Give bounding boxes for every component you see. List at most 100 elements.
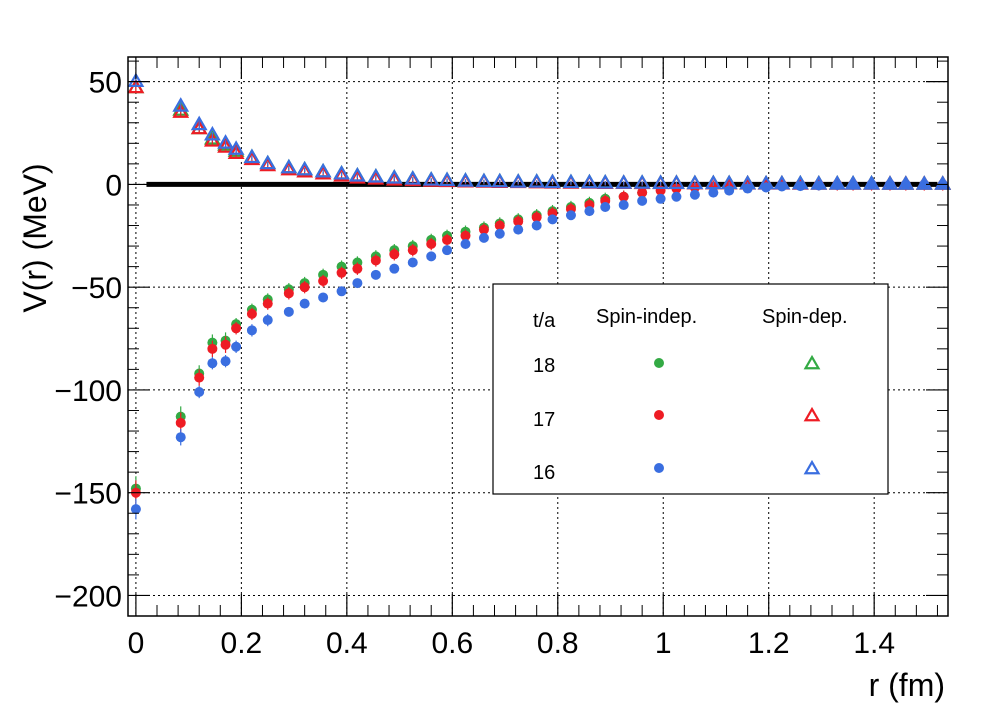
legend-row-label-17: 17 xyxy=(533,409,555,431)
series-16 xyxy=(127,72,952,520)
plot-border xyxy=(127,56,949,617)
spin-indep-point xyxy=(637,187,648,198)
spin-indep-point xyxy=(494,228,505,239)
spin-indep-point xyxy=(442,245,453,256)
spin-indep-point xyxy=(262,298,273,309)
spin-dep-point xyxy=(881,175,899,190)
spin-indep-point xyxy=(220,339,231,350)
spin-indep-point xyxy=(231,341,242,352)
spin-dep-point xyxy=(528,173,546,188)
x-tick-label: 1.4 xyxy=(853,627,895,660)
spin-indep-point xyxy=(352,278,363,289)
spin-dep-point xyxy=(217,134,234,149)
spin-indep-point xyxy=(671,191,682,202)
y-tick-label: −150 xyxy=(54,478,122,511)
spin-indep-point xyxy=(389,263,400,274)
spin-dep-point xyxy=(172,97,190,112)
spin-indep-point xyxy=(531,212,542,223)
y-tick-label: −50 xyxy=(71,272,122,305)
legend-header-ta: t/a xyxy=(533,310,556,332)
x-tick-label: 0.2 xyxy=(221,627,263,660)
spin-dep-point xyxy=(739,174,757,190)
spin-indep-point xyxy=(207,358,218,369)
spin-indep-point xyxy=(600,202,611,213)
spin-indep-point xyxy=(547,214,558,225)
spin-indep-point xyxy=(175,417,186,428)
spin-dep-point xyxy=(422,171,440,186)
spin-indep-point xyxy=(246,325,257,336)
spin-dep-point xyxy=(475,172,493,188)
spin-dep-point xyxy=(720,174,738,190)
plot-frame xyxy=(127,56,949,617)
spin-indep-point xyxy=(478,232,489,243)
legend-header-spin-indep: Spin-indep. xyxy=(596,306,697,328)
legend-markers xyxy=(654,354,821,475)
spin-dep-point xyxy=(404,170,422,185)
legend: t/a Spin-indep. Spin-dep. 18 17 16 xyxy=(492,283,889,495)
legend-row-label-18: 18 xyxy=(533,355,555,377)
spin-indep-point xyxy=(231,323,242,334)
spin-dep-point xyxy=(457,172,474,187)
x-tick-label: 0 xyxy=(128,627,145,660)
spin-indep-point xyxy=(637,195,648,206)
spin-dep-point xyxy=(348,167,366,182)
x-tick-label: 0.6 xyxy=(431,627,473,660)
spin-dep-point xyxy=(333,164,350,180)
spin-dep-point xyxy=(227,144,245,159)
spin-dep-point xyxy=(633,174,651,189)
spin-indep-point xyxy=(299,298,310,309)
legend-marker-spin-indep-16 xyxy=(654,463,664,473)
spin-dep-point xyxy=(385,169,403,184)
spin-indep-point xyxy=(194,372,205,383)
spin-dep-point xyxy=(217,138,234,153)
y-axis-title: V(r) (MeV) xyxy=(17,163,53,312)
spin-indep-point xyxy=(655,193,666,204)
spin-indep-point xyxy=(618,191,629,202)
spin-indep-point xyxy=(283,288,294,299)
spin-dep-point xyxy=(773,174,791,190)
spin-indep-point xyxy=(336,286,347,297)
spin-dep-point xyxy=(509,173,527,188)
spin-dep-point xyxy=(615,174,633,189)
spin-dep-point xyxy=(367,168,385,183)
spin-dep-point xyxy=(652,174,670,189)
spin-dep-point xyxy=(280,158,298,174)
spin-dep-point xyxy=(190,119,208,135)
legend-marker-spin-indep-17 xyxy=(654,410,664,420)
spin-dep-point xyxy=(227,140,245,155)
spin-dep-point xyxy=(897,175,915,190)
legend-marker-spin-dep-17 xyxy=(803,406,821,422)
spin-dep-point xyxy=(934,175,952,190)
spin-indep-point xyxy=(370,255,381,266)
legend-marker-spin-indep-18 xyxy=(654,358,664,368)
spin-indep-point xyxy=(283,306,294,317)
spin-dep-point xyxy=(844,175,862,190)
spin-dep-point xyxy=(296,160,314,176)
spin-indep-point xyxy=(426,239,437,250)
spin-indep-point xyxy=(175,432,186,443)
legend-marker-spin-dep-16 xyxy=(803,459,821,475)
spin-indep-point xyxy=(318,276,329,287)
spin-dep-point xyxy=(127,72,145,88)
spin-indep-point xyxy=(565,210,576,221)
spin-indep-point xyxy=(513,216,524,227)
spin-indep-point xyxy=(618,199,629,210)
spin-indep-point xyxy=(442,234,453,245)
spin-dep-point xyxy=(438,171,456,187)
spin-indep-point xyxy=(318,292,329,303)
legend-header-spin-dep: Spin-dep. xyxy=(762,306,848,328)
spin-indep-point xyxy=(708,187,719,198)
spin-indep-point xyxy=(207,343,218,354)
spin-dep-point xyxy=(596,174,614,189)
spin-indep-point xyxy=(460,239,471,250)
tick-labels: 0 0.2 0.4 0.6 0.8 1 1.2 1.4 50 0 −50 −100 −150 −200 xyxy=(54,67,895,660)
spin-dep-point xyxy=(791,174,809,190)
spin-indep-point xyxy=(513,224,524,235)
spin-dep-point xyxy=(314,162,332,178)
spin-dep-point xyxy=(863,175,880,190)
spin-indep-point xyxy=(246,308,257,319)
spin-dep-point xyxy=(203,125,221,141)
spin-indep-point xyxy=(494,220,505,231)
spin-indep-point xyxy=(352,263,363,274)
